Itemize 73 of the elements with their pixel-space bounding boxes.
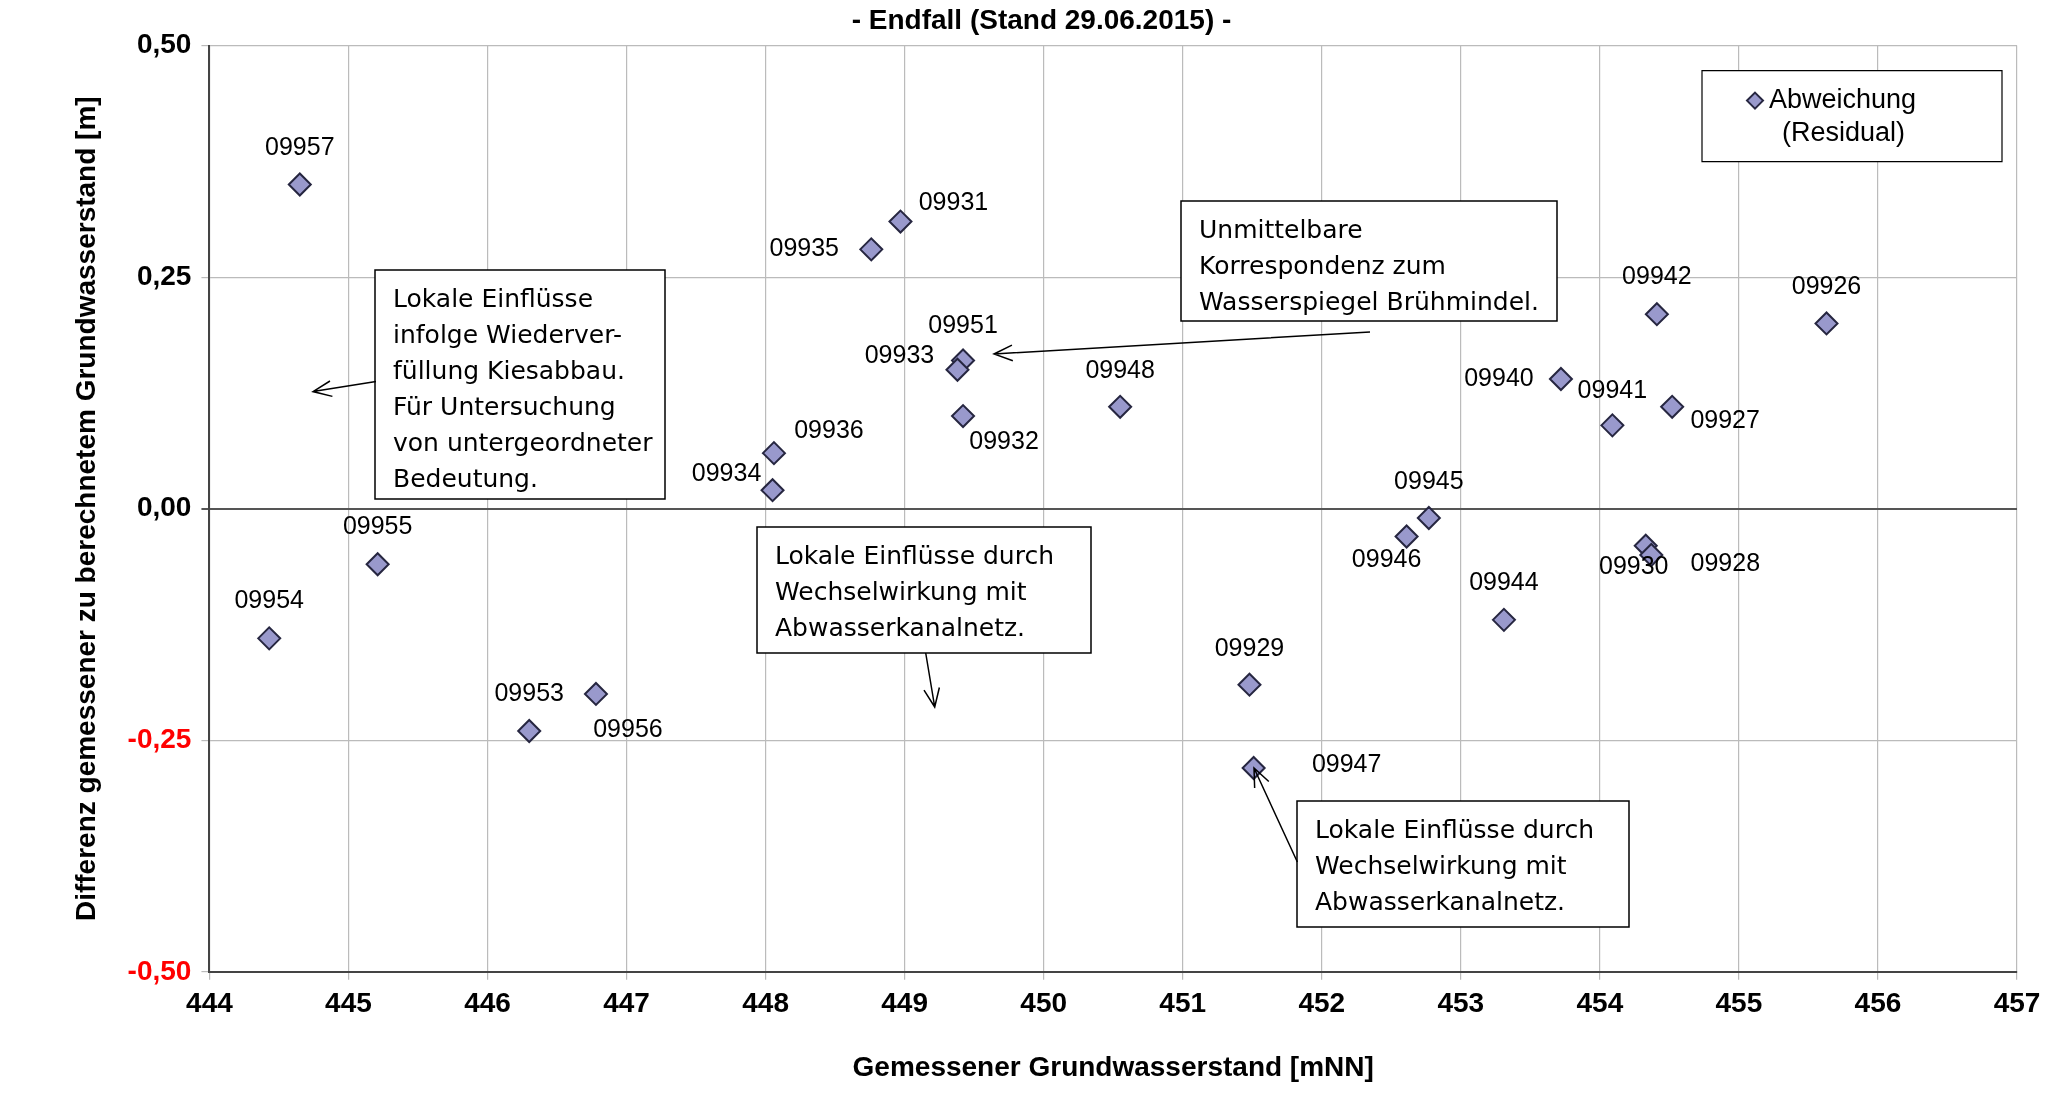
point xyxy=(1600,413,1625,438)
annotation: Lokale Einflüsse durch Wechselwirkung mit Abwasserkanalnetz. xyxy=(775,540,1055,642)
y-axis-title: Differenz gemessener zu berechnetem Grundwasserstand [m] xyxy=(69,96,101,922)
annotation: 09954 xyxy=(234,585,305,614)
annotation: 09934 xyxy=(691,458,762,487)
annotation: 09942 xyxy=(1622,261,1692,290)
point xyxy=(951,404,976,429)
annotation: 09930 xyxy=(1598,550,1669,579)
annotation: 09945 xyxy=(1394,465,1464,494)
x-tick-label: 447 xyxy=(603,987,650,1019)
x-tick-label: 452 xyxy=(1298,987,1346,1019)
y-tick-label: 0,00 xyxy=(136,491,192,523)
x-tick-label: 455 xyxy=(1715,987,1763,1019)
point xyxy=(1548,367,1573,392)
annotation: Lokale Einflüsse infolge Wiederver- füllung Kiesabbau. Für Untersuchung von untergeordneter Bedeutung. xyxy=(393,283,654,493)
x-tick-label: 457 xyxy=(1993,987,2041,1019)
point xyxy=(1644,302,1669,327)
annotation: 09932 xyxy=(969,425,1039,454)
x-tick-label: 445 xyxy=(325,987,372,1019)
x-tick-label: 446 xyxy=(464,987,511,1019)
annotation: 09929 xyxy=(1214,632,1285,661)
annotation: 09928 xyxy=(1690,547,1761,576)
annotation: 09951 xyxy=(928,310,998,339)
chart-title: - Endfall (Stand 29.06.2015) - xyxy=(851,3,1232,35)
point xyxy=(1491,607,1516,632)
x-tick-label: 454 xyxy=(1576,987,1624,1019)
annotation: 09953 xyxy=(494,677,564,706)
annotation: Unmittelbare Korrespondenz zum Wasserspiegel Brühmindel. xyxy=(1199,214,1539,316)
point xyxy=(760,478,785,503)
y-tick-label: 0,25 xyxy=(136,259,192,291)
point xyxy=(257,626,282,651)
annotation: 09926 xyxy=(1791,271,1862,300)
point xyxy=(859,237,884,262)
point xyxy=(365,552,390,577)
x-tick-label: 448 xyxy=(742,987,789,1019)
annotation: 09935 xyxy=(769,233,840,262)
point xyxy=(517,718,542,743)
x-tick-label: 456 xyxy=(1854,987,1902,1019)
annotation: Lokale Einflüsse durch Wechselwirkung mit Abwasserkanalnetz. xyxy=(1315,814,1595,916)
point xyxy=(1237,672,1262,697)
x-tick-label: 444 xyxy=(186,987,234,1019)
x-tick-label: 451 xyxy=(1159,987,1207,1019)
point xyxy=(888,209,913,234)
x-axis-title: Gemessener Grundwasserstand [mNN] xyxy=(852,1050,1374,1082)
point xyxy=(1660,394,1685,419)
x-tick-label: 449 xyxy=(881,987,928,1019)
point xyxy=(583,681,608,706)
annotation: 09941 xyxy=(1577,375,1648,404)
y-tick-label: -0,25 xyxy=(127,722,192,754)
point xyxy=(287,172,312,197)
annotation: 09933 xyxy=(864,339,935,368)
y-tick-label: 0,50 xyxy=(136,28,192,60)
point xyxy=(1394,524,1419,549)
x-tick-label: 453 xyxy=(1437,987,1485,1019)
annotation: 09955 xyxy=(342,511,413,540)
annotation: 09931 xyxy=(918,187,989,216)
annotation: 09940 xyxy=(1464,362,1534,391)
point xyxy=(761,441,786,466)
legend-label: Abweichung (Residual) xyxy=(1769,84,1917,148)
annotation: 09944 xyxy=(1469,566,1539,595)
annotation: 09946 xyxy=(1351,544,1422,573)
point xyxy=(945,357,970,382)
annotation: 09927 xyxy=(1690,404,1760,433)
annotation: 09936 xyxy=(794,415,864,444)
annotation: 09957 xyxy=(265,132,335,161)
annotation: 09947 xyxy=(1311,748,1382,777)
annotation: 09948 xyxy=(1085,354,1155,383)
x-tick-label: 450 xyxy=(1020,987,1068,1019)
annotation: 09956 xyxy=(593,713,663,742)
point xyxy=(1814,311,1839,336)
y-tick-label: -0,50 xyxy=(127,954,192,986)
point xyxy=(1416,505,1441,530)
point xyxy=(1108,394,1133,419)
